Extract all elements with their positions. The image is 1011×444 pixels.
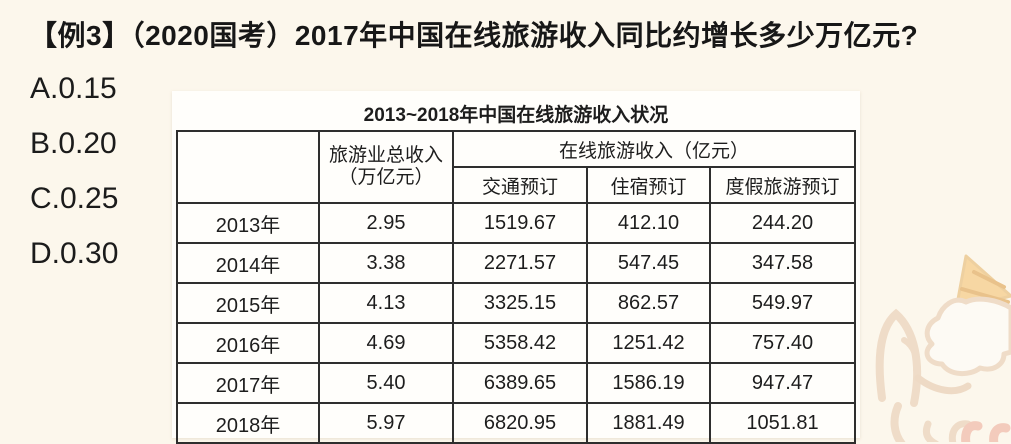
cell-vacation: 1051.81 bbox=[708, 402, 857, 444]
cell-hotel: 1586.19 bbox=[585, 362, 711, 404]
cell-hotel: 1251.42 bbox=[585, 322, 711, 364]
header-total-line1: 旅游业总收入 bbox=[328, 145, 443, 166]
header-hotel-booking: 住宿预订 bbox=[585, 166, 711, 204]
cell-vacation: 244.20 bbox=[708, 202, 857, 244]
header-online-revenue-group: 在线旅游收入（亿元） bbox=[451, 130, 857, 168]
cell-year: 2013年 bbox=[175, 202, 320, 244]
option-a: A.0.15 bbox=[30, 72, 117, 105]
table-title: 2013~2018年中国在线旅游收入状况 bbox=[363, 105, 669, 126]
table-row: 2017年 5.40 6389.65 1586.19 947.47 bbox=[175, 362, 857, 404]
cell-total: 4.13 bbox=[317, 282, 454, 324]
header-year bbox=[175, 130, 320, 204]
cell-year: 2016年 bbox=[175, 322, 320, 364]
option-c: C.0.25 bbox=[30, 182, 119, 215]
option-d: D.0.30 bbox=[30, 237, 119, 270]
data-table: 旅游业总收入 （万亿元） 在线旅游收入（亿元） 交通预订 住宿预订 度假旅游预订… bbox=[175, 130, 857, 444]
cell-vacation: 347.58 bbox=[708, 242, 857, 284]
options-list: A.0.15 B.0.20 C.0.25 D.0.30 bbox=[30, 70, 118, 290]
cell-transport: 6820.95 bbox=[451, 402, 588, 444]
cell-hotel: 1881.49 bbox=[585, 402, 711, 444]
cell-hotel: 862.57 bbox=[585, 282, 711, 324]
table-row: 2014年 3.38 2271.57 547.45 347.58 bbox=[175, 242, 857, 284]
cell-year: 2018年 bbox=[175, 402, 320, 444]
cell-year: 2014年 bbox=[175, 242, 320, 284]
table-row: 2013年 2.95 1519.67 412.10 244.20 bbox=[175, 202, 857, 244]
cell-transport: 1519.67 bbox=[451, 202, 588, 244]
cell-total: 5.97 bbox=[317, 402, 454, 444]
cell-total: 5.40 bbox=[317, 362, 454, 404]
cell-year: 2015年 bbox=[175, 282, 320, 324]
cell-vacation: 757.40 bbox=[708, 322, 857, 364]
cell-total: 2.95 bbox=[317, 202, 454, 244]
unicorn-mascot-watermark-icon bbox=[875, 254, 1011, 442]
cell-transport: 6389.65 bbox=[451, 362, 588, 404]
cell-transport: 3325.15 bbox=[451, 282, 588, 324]
cell-vacation: 549.97 bbox=[708, 282, 857, 324]
cell-total: 3.38 bbox=[317, 242, 454, 284]
header-vacation-booking: 度假旅游预订 bbox=[708, 166, 857, 204]
cell-year: 2017年 bbox=[175, 362, 320, 404]
table-panel: 2013~2018年中国在线旅游收入状况 旅游业总收入 （万亿元） 在线旅游收入… bbox=[172, 91, 860, 444]
cell-hotel: 412.10 bbox=[585, 202, 711, 244]
cell-total: 4.69 bbox=[317, 322, 454, 364]
table-row: 2015年 4.13 3325.15 862.57 549.97 bbox=[175, 282, 857, 324]
cell-hotel: 547.45 bbox=[585, 242, 711, 284]
header-total-revenue: 旅游业总收入 （万亿元） bbox=[317, 130, 454, 204]
question-text: 【例3】（2020国考）2017年中国在线旅游收入同比约增长多少万亿元? bbox=[29, 20, 919, 51]
cell-transport: 5358.42 bbox=[451, 322, 588, 364]
table-row: 2018年 5.97 6820.95 1881.49 1051.81 bbox=[175, 402, 857, 444]
header-total-line2: （万亿元） bbox=[338, 167, 434, 188]
header-transport-booking: 交通预订 bbox=[451, 166, 588, 204]
cell-vacation: 947.47 bbox=[708, 362, 857, 404]
cell-transport: 2271.57 bbox=[451, 242, 588, 284]
table-row: 2016年 4.69 5358.42 1251.42 757.40 bbox=[175, 322, 857, 364]
option-b: B.0.20 bbox=[30, 127, 117, 160]
